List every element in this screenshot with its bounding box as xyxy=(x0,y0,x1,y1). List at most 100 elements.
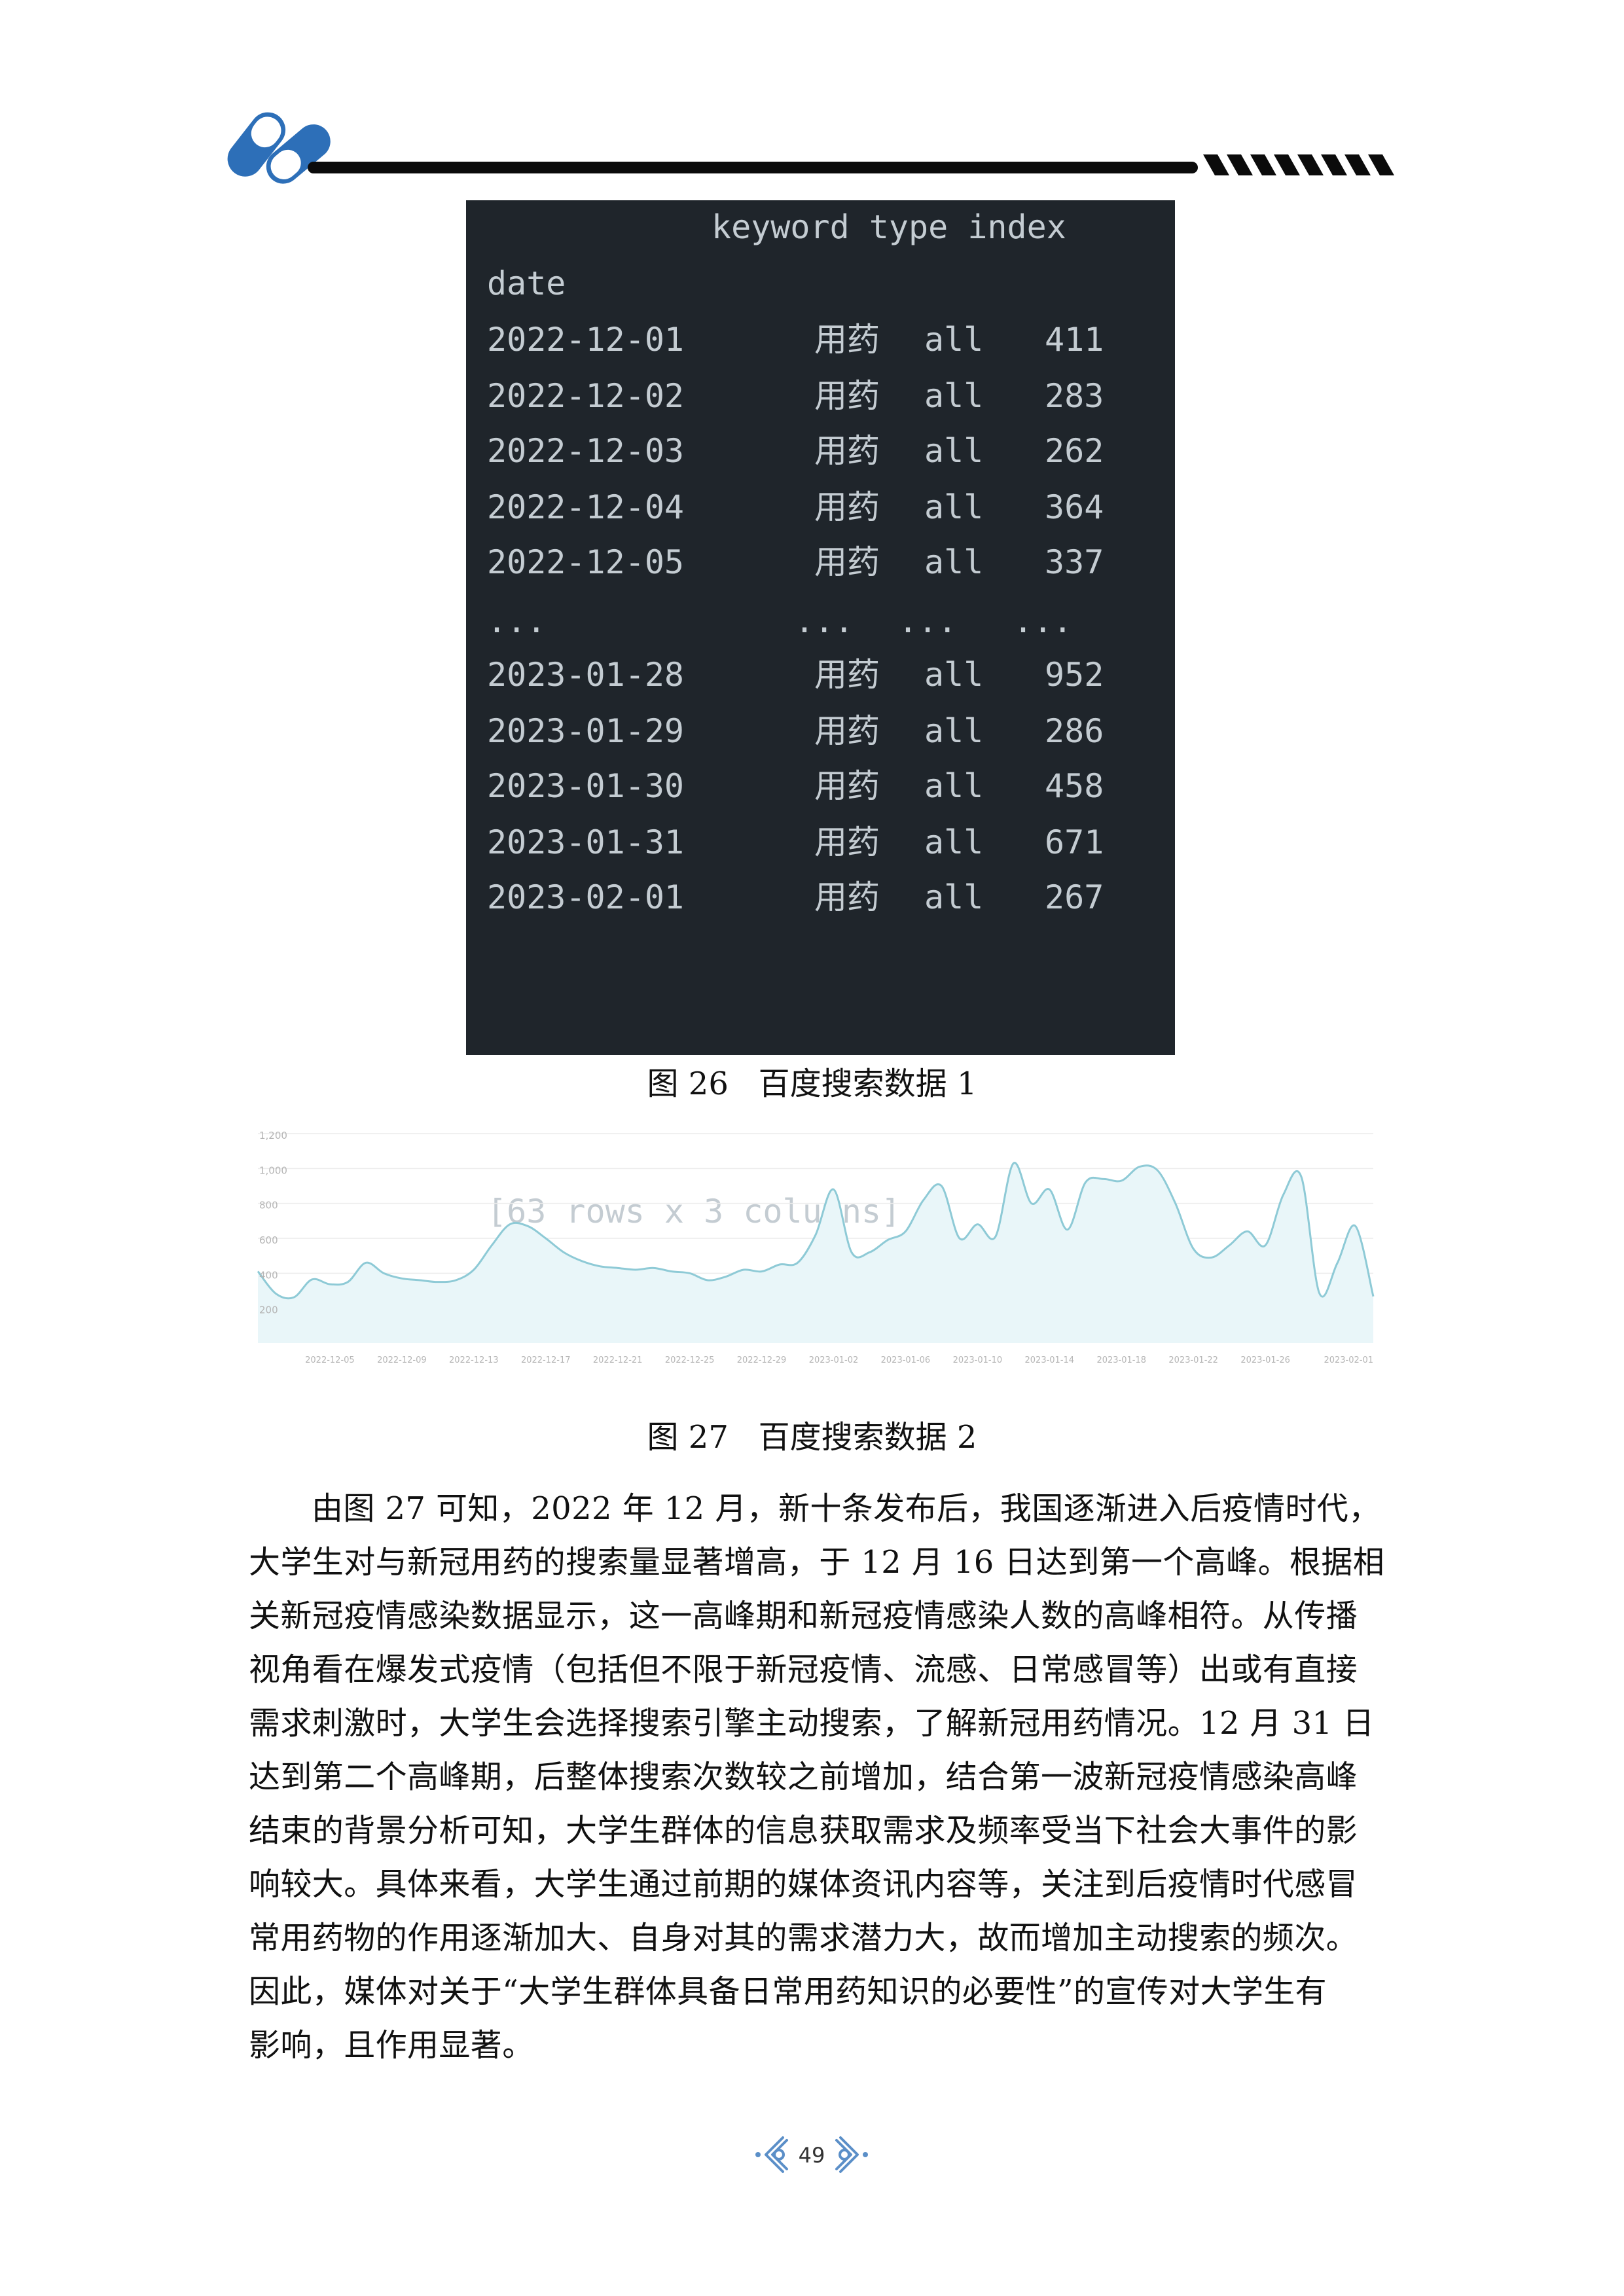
keyword-cell: 用药 xyxy=(814,878,880,916)
chart-x-tick-label: 2022-12-17 xyxy=(521,1355,571,1365)
chart-y-tick-label: 600 xyxy=(259,1234,278,1246)
index-cell: 952 xyxy=(1045,656,1104,694)
pill-capsules-icon xyxy=(227,112,331,184)
keyword-cell: 用药 xyxy=(814,712,880,750)
chart-x-tick-label: 2023-01-10 xyxy=(953,1355,1003,1365)
page-number-ornament xyxy=(755,2136,868,2173)
header-hatch-decoration xyxy=(1203,154,1394,175)
table-row: 2023-02-01 用药 all 267 xyxy=(466,881,1175,920)
date-cell: 2023-01-28 xyxy=(487,656,685,694)
chart-x-tick-label: 2022-12-09 xyxy=(377,1355,427,1365)
paragraph-line: 因此，媒体对关于“大学生群体具备日常用药知识的必要性”的宣传对大学生有 xyxy=(249,1973,1327,2010)
chart-series-line xyxy=(257,1162,1375,1300)
header-rule xyxy=(308,162,1198,173)
paragraph-line: 大学生对与新冠用药的搜索量显著增高，于 12 月 16 日达到第一个高峰。根据相 xyxy=(249,1544,1385,1581)
chart-x-tick-label: 2022-12-21 xyxy=(593,1355,643,1365)
chart-y-tick-label: 1,000 xyxy=(259,1164,287,1176)
paragraph-line: 影响，且作用显著。 xyxy=(249,2027,534,2064)
index-label: date xyxy=(487,264,566,302)
table-row: 2023-01-30 用药 all 458 xyxy=(466,770,1175,809)
figure-27-caption: 图 27 百度搜索数据 2 xyxy=(647,1419,977,1456)
date-cell: 2023-01-30 xyxy=(487,767,685,805)
search-trend-chart: 200 400 600 800 1,000 1,200 2022-12-05 2022-12… xyxy=(257,1130,1375,1365)
keyword-cell: 用药 xyxy=(814,321,880,359)
type-cell: all xyxy=(924,321,984,359)
chart-x-tick-label: 2023-02-01 xyxy=(1324,1355,1373,1365)
date-cell: 2022-12-04 xyxy=(487,488,685,526)
index-cell: 671 xyxy=(1045,823,1104,861)
type-cell: all xyxy=(924,543,984,581)
type-cell: all xyxy=(924,767,984,805)
type-cell: all xyxy=(924,656,984,694)
chart-y-tick-label: 200 xyxy=(259,1304,278,1316)
page-number: 49 xyxy=(798,2143,825,2168)
index-cell: 458 xyxy=(1045,767,1104,805)
index-cell: 262 xyxy=(1045,432,1104,470)
chart-x-tick-label: 2022-12-05 xyxy=(305,1355,355,1365)
index-cell: 267 xyxy=(1045,878,1104,916)
index-cell: 337 xyxy=(1045,543,1104,581)
index-cell: 286 xyxy=(1045,712,1104,750)
chart-x-tick-label: 2022-12-25 xyxy=(665,1355,715,1365)
paragraph-line: 达到第二个高峰期，后整体搜索次数较之前增加，结合第一波新冠疫情感染高峰 xyxy=(249,1759,1358,1795)
date-cell: ... xyxy=(487,602,547,640)
keyword-cell: 用药 xyxy=(814,543,880,581)
type-cell: all xyxy=(924,823,984,861)
date-cell: 2022-12-01 xyxy=(487,321,685,359)
table-row: ............ xyxy=(466,605,1175,644)
table-footer: [63 rows x 3 columns] xyxy=(487,1193,901,1230)
analysis-paragraph: 由图 27 可知，2022 年 12 月，新十条发布后，我国逐渐进入后疫情时代，… xyxy=(249,1482,1394,2072)
paragraph-line: 由图 27 可知，2022 年 12 月，新十条发布后，我国逐渐进入后疫情时代， xyxy=(312,1490,1380,1527)
type-cell: all xyxy=(924,432,984,470)
console-output-figure: keyword type index date 2022-12-01 用药 all 4… xyxy=(466,200,1175,1228)
index-cell: 364 xyxy=(1045,488,1104,526)
table-header: keyword type index xyxy=(712,208,1066,246)
date-cell: 2023-02-01 xyxy=(487,878,685,916)
index-cell: ... xyxy=(1013,602,1073,640)
chart-y-tick-label: 400 xyxy=(259,1269,278,1281)
paragraph-line: 视角看在爆发式疫情（包括但不限于新冠疫情、流感、日常感冒等）出或有直接 xyxy=(249,1651,1358,1688)
chart-x-tick-label: 2023-01-22 xyxy=(1168,1355,1218,1365)
chart-x-tick-label: 2023-01-02 xyxy=(809,1355,859,1365)
chart-x-tick-label: 2023-01-06 xyxy=(881,1355,931,1365)
type-cell: ... xyxy=(898,602,958,640)
date-cell: 2022-12-05 xyxy=(487,543,685,581)
paragraph-line: 关新冠疫情感染数据显示，这一高峰期和新冠疫情感染人数的高峰相符。从传播 xyxy=(249,1598,1358,1634)
keyword-cell: 用药 xyxy=(814,767,880,805)
date-cell: 2023-01-31 xyxy=(487,823,685,861)
type-cell: all xyxy=(924,712,984,750)
keyword-cell: 用药 xyxy=(814,656,880,694)
table-row: 2023-01-28 用药 all 952 xyxy=(466,658,1175,698)
table-row: 2023-01-29 用药 all 286 xyxy=(466,715,1175,754)
paragraph-line: 常用药物的作用逐渐加大、自身对其的需求潜力大，故而增加主动搜索的频次。 xyxy=(249,1920,1358,1956)
chart-x-tick-label: 2023-01-18 xyxy=(1096,1355,1146,1365)
table-row: 2022-12-01 用药 all 411 xyxy=(466,323,1175,363)
type-cell: all xyxy=(924,878,984,916)
chart-x-tick-label: 2022-12-13 xyxy=(449,1355,499,1365)
keyword-cell: ... xyxy=(795,602,854,640)
chart-x-tick-label: 2023-01-26 xyxy=(1240,1355,1290,1365)
chart-x-tick-label: 2022-12-29 xyxy=(737,1355,787,1365)
chart-y-tick-label: 800 xyxy=(259,1200,278,1211)
chart-x-tick-label: 2023-01-14 xyxy=(1025,1355,1075,1365)
keyword-cell: 用药 xyxy=(814,377,880,415)
keyword-cell: 用药 xyxy=(814,488,880,526)
date-cell: 2022-12-02 xyxy=(487,377,685,415)
paragraph-line: 结束的背景分析可知，大学生群体的信息获取需求及频率受当下社会大事件的影 xyxy=(249,1812,1358,1849)
type-cell: all xyxy=(924,377,984,415)
figure-26-caption: 图 26 百度搜索数据 1 xyxy=(647,1066,977,1102)
table-row: 2022-12-03 用药 all 262 xyxy=(466,435,1175,474)
table-row: 2022-12-04 用药 all 364 xyxy=(466,491,1175,530)
date-cell: 2022-12-03 xyxy=(487,432,685,470)
keyword-cell: 用药 xyxy=(814,823,880,861)
keyword-cell: 用药 xyxy=(814,432,880,470)
table-row: 2022-12-02 用药 all 283 xyxy=(466,380,1175,419)
paragraph-line: 响较大。具体来看，大学生通过前期的媒体资讯内容等，关注到后疫情时代感冒 xyxy=(249,1866,1358,1903)
paragraph-line: 需求刺激时，大学生会选择搜索引擎主动搜索，了解新冠用药情况。12 月 31 日 xyxy=(249,1705,1375,1742)
table-row: 2022-12-05 用药 all 337 xyxy=(466,546,1175,585)
index-cell: 411 xyxy=(1045,321,1104,359)
type-cell: all xyxy=(924,488,984,526)
index-cell: 283 xyxy=(1045,377,1104,415)
chart-y-tick-label: 1,200 xyxy=(259,1130,287,1141)
table-row: 2023-01-31 用药 all 671 xyxy=(466,826,1175,865)
